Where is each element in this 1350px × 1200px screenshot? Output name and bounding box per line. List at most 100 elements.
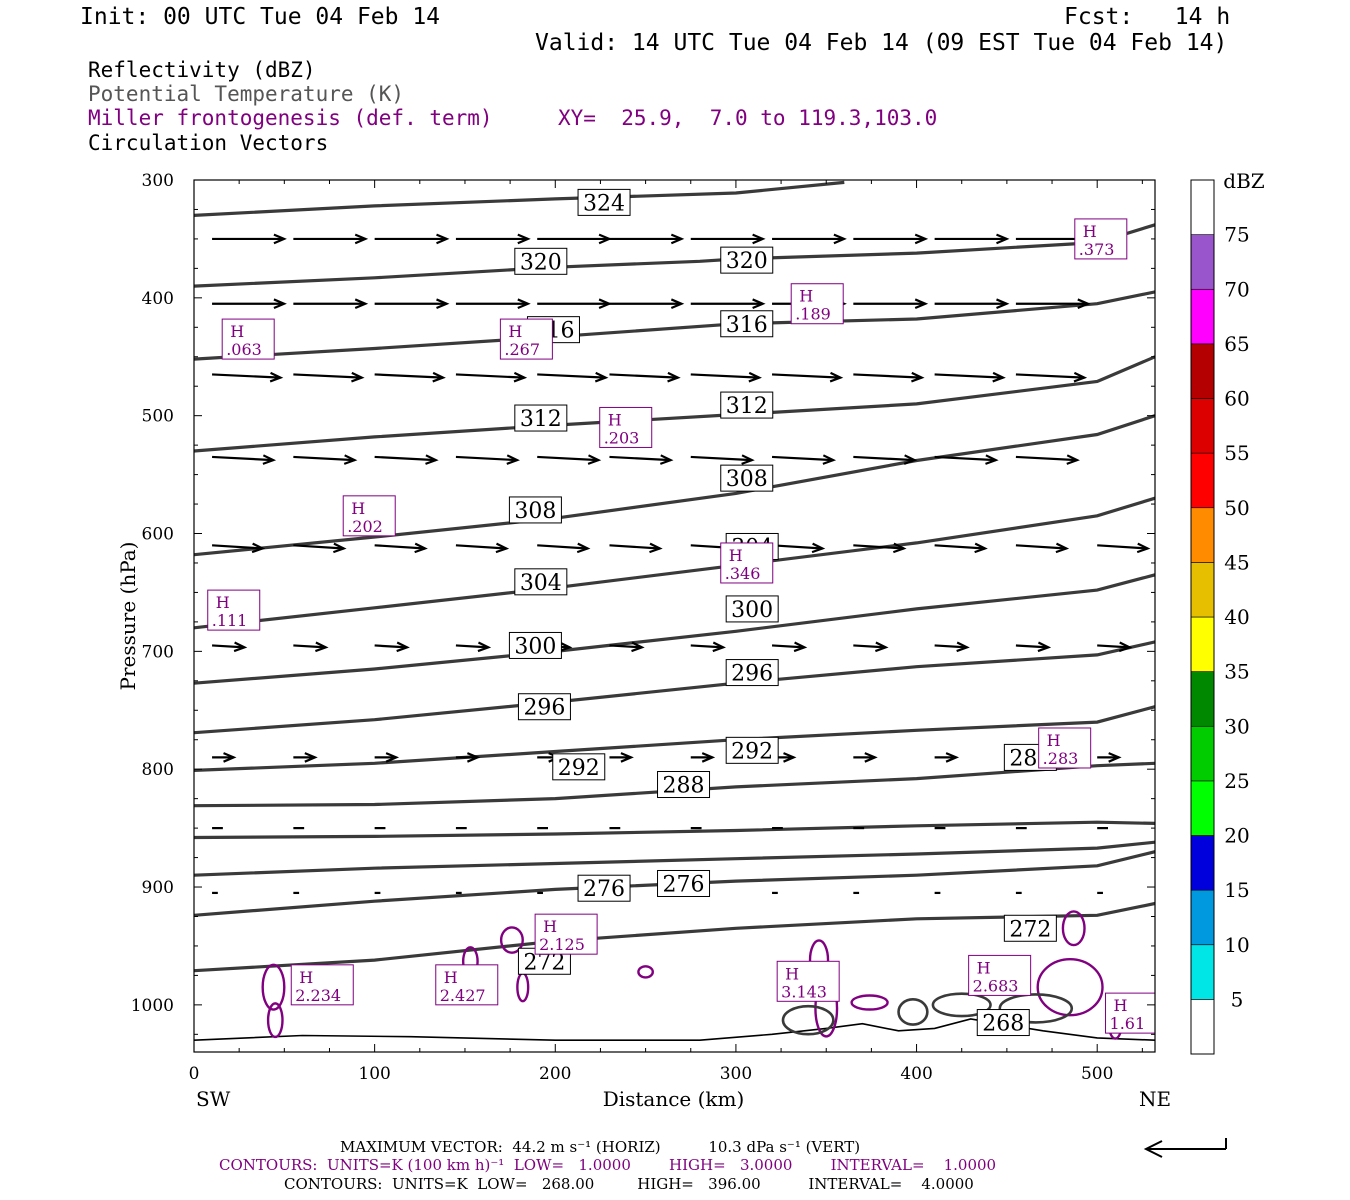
circulation-vector xyxy=(853,644,886,649)
frontogenesis-max: H.203 xyxy=(599,406,653,448)
frontogenesis-max-frame xyxy=(290,964,354,1006)
vector-arrowhead xyxy=(829,371,844,383)
theta-label: 288 xyxy=(663,774,705,799)
circulation-vector xyxy=(609,455,671,462)
colorbar-segment xyxy=(1190,835,1215,891)
isentrope-312 xyxy=(194,355,1155,453)
vector-arrowhead xyxy=(1073,371,1088,383)
vector-arrowhead xyxy=(432,371,446,383)
theta-label-frame xyxy=(657,771,711,799)
frontogenesis-contour xyxy=(266,1002,284,1039)
vector-arrowhead xyxy=(996,233,1010,245)
frontogenesis-max: H.283 xyxy=(1038,727,1092,769)
vector-arrowhead xyxy=(1108,752,1122,763)
vector-arrowhead xyxy=(513,371,528,383)
circulation-vector xyxy=(212,373,281,379)
vector-arrowhead xyxy=(741,454,755,465)
frontogenesis-max-frame xyxy=(1038,727,1092,769)
theta-label-box: 292 xyxy=(552,753,606,781)
theta-label-frame xyxy=(976,1009,1030,1037)
legend-circulation: Circulation Vectors xyxy=(88,131,329,155)
frontogenesis-max-frame xyxy=(342,495,396,537)
circulation-vector xyxy=(374,544,426,550)
forecast-hour: Fcst: 14 h xyxy=(1064,4,1231,30)
vector-arrowhead xyxy=(598,233,613,245)
colorbar-tick-label: 5 xyxy=(1231,987,1244,1011)
vector-arrowhead xyxy=(233,641,248,653)
vector-arrowhead xyxy=(223,752,237,763)
theta-label-box: 288 xyxy=(657,771,711,799)
circulation-vector xyxy=(690,644,724,649)
frontogenesis-max: H.267 xyxy=(499,318,553,360)
theta-label-frame xyxy=(1003,914,1057,942)
vector-arrowhead xyxy=(996,298,1010,310)
y-tick-label: 700 xyxy=(142,642,174,662)
frontogenesis-max: H3.143 xyxy=(776,960,840,1002)
vector-arrowhead xyxy=(701,752,716,763)
circulation-vector xyxy=(934,544,986,550)
theta-label: 312 xyxy=(726,394,768,419)
vector-arrowhead xyxy=(793,641,808,653)
x-end-label-sw: SW xyxy=(196,1087,231,1111)
frontogenesis-max-frame xyxy=(221,318,275,360)
vector-arrowhead xyxy=(712,641,726,653)
theta-label-box: 312 xyxy=(720,391,774,419)
frontogenesis-max-marker: H xyxy=(543,917,557,936)
vector-arrowhead xyxy=(354,233,369,245)
maximum-vector-info: MAXIMUM VECTOR: 44.2 m s⁻¹ (HORIZ) 10.3 … xyxy=(340,1138,861,1156)
isentrope-296 xyxy=(194,640,1155,735)
y-axis-label: Pressure (hPa) xyxy=(116,542,140,691)
theta-label-frame xyxy=(725,736,779,764)
vector-arrowhead xyxy=(269,371,284,383)
y-tick-label: 1000 xyxy=(131,996,174,1016)
frontogenesis-max: H2.125 xyxy=(534,913,598,955)
theta-label: 320 xyxy=(520,250,562,275)
frontogenesis-max-frame xyxy=(499,318,553,360)
theta-label-frame xyxy=(720,391,774,419)
circulation-vector xyxy=(853,455,915,462)
theta-label-frame xyxy=(720,464,774,492)
circulation-vector xyxy=(374,644,408,649)
theta-label-frame xyxy=(577,188,631,216)
colorbar-segment xyxy=(1190,343,1215,399)
theta-label: 304 xyxy=(520,571,562,596)
theta-label-box: 304 xyxy=(514,568,568,596)
colorbar-segment xyxy=(1190,507,1215,563)
circulation-vector xyxy=(455,644,489,649)
vector-arrowhead xyxy=(992,371,1006,383)
frontogenesis-max-frame xyxy=(435,964,499,1006)
circulation-vector xyxy=(771,544,823,550)
terrain-line xyxy=(194,1018,1155,1041)
theta-label-box: 268 xyxy=(976,1009,1030,1037)
frontogenesis-max: H.063 xyxy=(221,318,275,360)
theta-contour-info: CONTOURS: UNITS=K LOW= 268.00 HIGH= 396.… xyxy=(284,1175,974,1193)
theta-label: 308 xyxy=(726,467,768,492)
theta-label-box: 320 xyxy=(720,246,774,274)
colorbar-segment xyxy=(1190,671,1215,727)
circulation-vector xyxy=(690,455,753,462)
circulation-vector xyxy=(1097,544,1148,550)
circulation-vector xyxy=(609,644,642,649)
circulation-vector xyxy=(771,644,805,649)
x-end-label-ne: NE xyxy=(1139,1087,1171,1111)
theta-label-box: 296 xyxy=(517,693,571,721)
colorbar-tick-label: 20 xyxy=(1224,824,1249,848)
theta-label: 308 xyxy=(514,499,556,524)
vector-arrowhead xyxy=(1055,542,1070,554)
x-tick-label: 100 xyxy=(358,1064,390,1084)
colorbar-segment xyxy=(1190,999,1215,1055)
vector-arrowhead xyxy=(351,371,365,383)
frontogenesis-contour xyxy=(637,965,654,979)
frontogenesis-max-value: 3.143 xyxy=(781,982,827,1001)
frontogenesis-max: H2.234 xyxy=(290,964,354,1006)
vector-arrowhead xyxy=(620,752,634,763)
frontogenesis-max-marker: H xyxy=(785,964,799,983)
valid-time: Valid: 14 UTC Tue 04 Feb 14 (09 EST Tue … xyxy=(535,30,1228,56)
vector-arrowhead xyxy=(833,233,847,245)
colorbar-frame xyxy=(1190,179,1215,1055)
theta-label-frame xyxy=(720,310,774,338)
theta-label-box: 300 xyxy=(725,595,779,623)
theta-label-frame xyxy=(720,246,774,274)
circulation-vector xyxy=(293,644,326,649)
colorbar-tick-label: 25 xyxy=(1224,769,1249,793)
